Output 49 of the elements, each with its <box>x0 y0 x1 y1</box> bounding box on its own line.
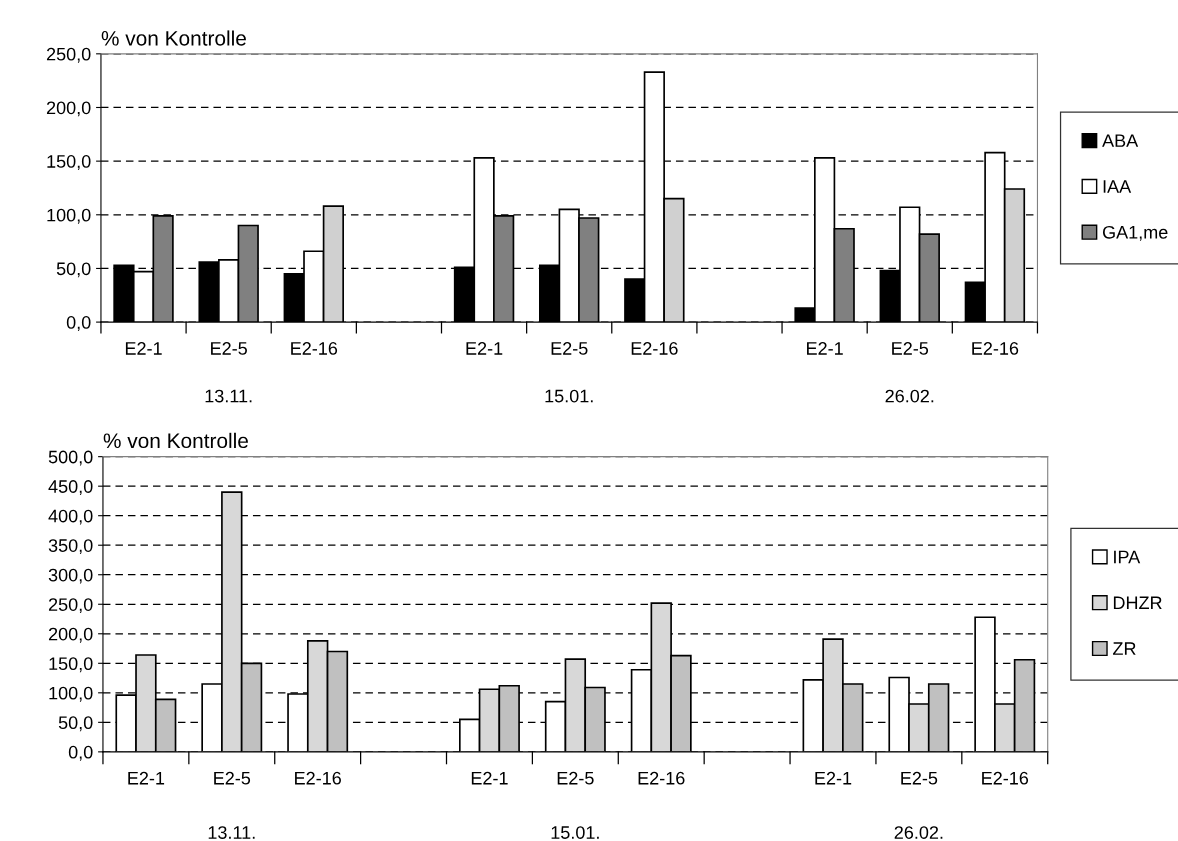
legend-label: DHZR <box>1113 596 1162 609</box>
y-tick-label: 400,0 <box>48 509 93 525</box>
x-tick-label: E2-1 <box>128 771 165 785</box>
legend-label: IAA <box>1103 180 1132 193</box>
y-tick-label: 350,0 <box>48 539 93 555</box>
y-axis-title: % von Kontrolle <box>101 30 246 46</box>
y-tick-label: 300,0 <box>48 568 93 584</box>
y-tick-label: 50,0 <box>58 716 93 732</box>
x-tick-label: E2-1 <box>815 771 852 785</box>
text: 15.01. <box>551 826 599 839</box>
x-tick-label: E2-5 <box>557 771 594 785</box>
y-tick-label: 150,0 <box>47 155 91 170</box>
x-tick-label: E2-5 <box>551 342 588 355</box>
x-tick-label: E2-16 <box>638 771 685 785</box>
y-tick-label: 100,0 <box>49 686 93 702</box>
text: 26.02. <box>885 389 934 403</box>
legend-label: IPA <box>1114 550 1141 564</box>
y-tick-label: 0,0 <box>68 745 93 761</box>
x-tick-label: E2-5 <box>211 342 247 355</box>
x-tick-label: E2-1 <box>807 342 843 355</box>
x-tick-label: E2-1 <box>125 342 162 355</box>
x-tick-label: E2-1 <box>466 342 503 355</box>
text: 13.11. <box>208 826 255 839</box>
x-tick-label: E2-16 <box>982 771 1029 785</box>
x-tick-label: E2-5 <box>214 771 251 785</box>
y-tick-label: 150,0 <box>49 657 93 673</box>
y-tick-label: 450,0 <box>48 480 93 496</box>
y-tick-label: 200,0 <box>48 627 93 643</box>
y-tick-label: 500,0 <box>48 450 93 466</box>
y-tick-label: 250,0 <box>48 598 93 614</box>
x-tick-label: E2-1 <box>471 771 508 785</box>
legend-label: ZR <box>1113 642 1136 655</box>
text: 15.01. <box>545 389 593 403</box>
y-axis-title: % von Kontrolle <box>103 432 248 449</box>
x-tick-label: E2-5 <box>892 342 929 355</box>
y-tick-label: 0,0 <box>66 316 91 331</box>
x-tick-label: E2-5 <box>901 771 938 785</box>
text: 26.02. <box>894 826 943 839</box>
y-tick-label: 100,0 <box>47 208 91 224</box>
y-tick-label: 50,0 <box>56 262 91 278</box>
x-tick-label: E2-16 <box>972 342 1019 355</box>
y-tick-label: 200,0 <box>46 101 91 117</box>
x-tick-label: E2-16 <box>291 342 338 355</box>
legend-label: GA1,me <box>1102 225 1168 241</box>
x-tick-label: E2-16 <box>295 771 341 785</box>
text: 13.11. <box>205 389 252 403</box>
x-tick-label: E2-16 <box>631 342 678 355</box>
legend-label: ABA <box>1102 134 1139 147</box>
y-tick-label: 250,0 <box>46 47 91 63</box>
